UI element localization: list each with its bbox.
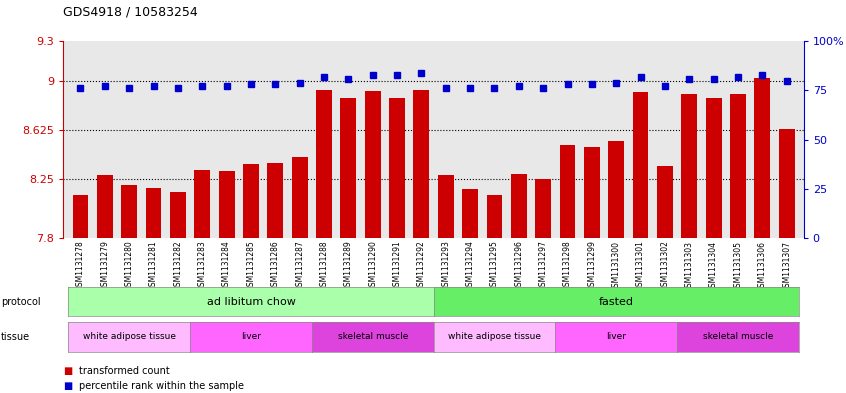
Bar xyxy=(365,91,381,238)
Bar xyxy=(755,78,770,238)
Bar xyxy=(73,195,89,238)
Text: GDS4918 / 10583254: GDS4918 / 10583254 xyxy=(63,6,198,19)
Bar xyxy=(195,170,210,238)
Bar xyxy=(316,90,332,238)
Bar xyxy=(243,164,259,238)
Text: white adipose tissue: white adipose tissue xyxy=(448,332,541,342)
Text: skeletal muscle: skeletal muscle xyxy=(338,332,408,342)
Bar xyxy=(633,92,649,238)
Text: protocol: protocol xyxy=(1,297,41,307)
Bar xyxy=(146,188,162,238)
Bar xyxy=(170,192,186,238)
Bar xyxy=(657,166,673,238)
Text: tissue: tissue xyxy=(1,332,30,342)
Bar xyxy=(511,174,527,238)
Bar xyxy=(97,175,113,238)
Text: white adipose tissue: white adipose tissue xyxy=(83,332,176,342)
Bar xyxy=(608,141,624,238)
Bar xyxy=(584,147,600,238)
Bar xyxy=(121,185,137,238)
Bar xyxy=(267,163,283,238)
Bar xyxy=(389,97,405,238)
Bar xyxy=(218,171,234,238)
Text: liver: liver xyxy=(607,332,626,342)
Bar xyxy=(559,145,575,238)
Text: transformed count: transformed count xyxy=(79,366,169,376)
Bar xyxy=(730,94,746,238)
Bar xyxy=(438,175,453,238)
Bar xyxy=(536,179,551,238)
Bar xyxy=(486,195,503,238)
Bar xyxy=(706,97,722,238)
Text: percentile rank within the sample: percentile rank within the sample xyxy=(79,381,244,391)
Text: ■: ■ xyxy=(63,366,73,376)
Bar xyxy=(414,90,429,238)
Text: ad libitum chow: ad libitum chow xyxy=(206,297,295,307)
Bar xyxy=(681,94,697,238)
Bar xyxy=(778,129,794,238)
Text: fasted: fasted xyxy=(599,297,634,307)
Text: skeletal muscle: skeletal muscle xyxy=(703,332,773,342)
Text: ■: ■ xyxy=(63,381,73,391)
Bar xyxy=(462,189,478,238)
Bar xyxy=(292,156,308,238)
Bar xyxy=(340,97,356,238)
Text: liver: liver xyxy=(241,332,261,342)
